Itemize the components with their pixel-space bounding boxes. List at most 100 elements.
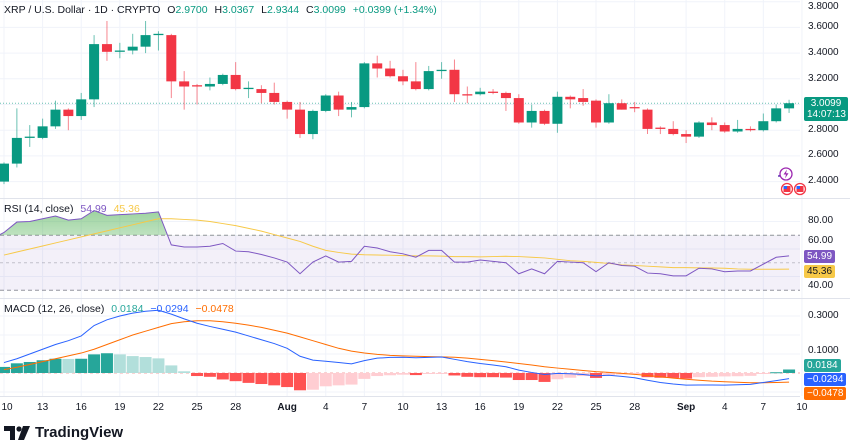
candle-body	[552, 96, 563, 124]
macd-line	[3, 309, 790, 386]
candle-body	[500, 92, 511, 99]
macd-tick: 0.1000	[808, 345, 839, 356]
rsi-ma-line	[3, 218, 790, 270]
candle	[565, 95, 576, 109]
candle	[681, 130, 692, 144]
candle	[629, 101, 640, 113]
macd-histogram-bar	[306, 373, 319, 390]
candle-body	[166, 35, 177, 82]
macd-histogram-bar	[62, 358, 75, 373]
candle	[295, 101, 306, 138]
macd-histogram-bar	[654, 373, 667, 378]
macd-signal-value: −0.0478	[195, 303, 234, 315]
macd-histogram-bar	[10, 363, 23, 373]
macd-histogram-bar	[422, 373, 435, 374]
candle-body	[153, 33, 164, 36]
tradingview-logo[interactable]: TradingView	[4, 424, 123, 441]
candle	[320, 94, 331, 113]
macd-histogram-bar	[165, 365, 178, 373]
candle-body	[320, 95, 331, 111]
macd-histogram-bar	[731, 373, 744, 377]
macd-histogram-bar	[551, 373, 564, 380]
macd-line-tag: −0.0294	[804, 373, 847, 386]
macd-histogram-bar	[564, 373, 577, 378]
macd-histogram-bar	[499, 373, 512, 378]
price-tick: 3.2000	[808, 73, 839, 84]
candle-body	[771, 108, 782, 122]
candle-body	[372, 63, 383, 69]
rsi-pane[interactable]	[0, 209, 800, 291]
date-tick: 10	[796, 402, 808, 413]
macd-histogram-bar	[692, 373, 705, 378]
date-tick: 7	[361, 402, 368, 413]
macd-histogram-bar	[525, 373, 538, 381]
candle-body	[346, 107, 357, 110]
macd-histogram-bar	[152, 358, 165, 373]
lightning-event-icon[interactable]	[778, 167, 793, 181]
candle-body	[397, 76, 408, 82]
candle-body	[192, 85, 203, 87]
date-tick: 25	[191, 402, 203, 413]
rsi-legend: RSI (14, close) 54.99 45.36	[4, 203, 144, 215]
candle	[282, 100, 293, 119]
candle-body	[758, 121, 769, 131]
candle	[192, 83, 203, 105]
candle-body	[410, 81, 421, 90]
candle-body	[385, 68, 396, 77]
candle	[719, 122, 730, 133]
macd-histogram-bar	[49, 358, 62, 373]
candle-body	[449, 69, 460, 95]
candle	[243, 81, 254, 99]
macd-histogram-bar	[602, 373, 615, 376]
price-pane[interactable]	[0, 20, 800, 185]
macd-histogram-bar	[281, 373, 294, 388]
candle-body	[719, 125, 730, 132]
candle-body	[50, 109, 61, 127]
macd-histogram-bar	[126, 356, 139, 373]
candle	[552, 91, 563, 133]
macd-pane[interactable]	[0, 309, 800, 391]
candle	[179, 71, 190, 110]
macd-histogram-bar	[178, 371, 191, 373]
candle	[410, 62, 421, 91]
symbol-title[interactable]: XRP / U.S. Dollar · 1D · CRYPTO	[4, 4, 161, 16]
candle	[307, 109, 318, 140]
candle	[475, 87, 486, 96]
brand-name: TradingView	[35, 424, 124, 441]
macd-label[interactable]: MACD (12, 26, close)	[4, 303, 105, 315]
candle	[500, 91, 511, 111]
date-tick: Aug	[277, 402, 297, 413]
us-flag-event-icon[interactable]	[793, 182, 807, 196]
macd-histogram-bar	[396, 373, 409, 375]
macd-histogram-bar	[203, 373, 216, 377]
candle	[513, 94, 524, 124]
candle-body	[307, 110, 318, 135]
candle	[758, 113, 769, 132]
pane-separators	[0, 198, 850, 397]
macd-histogram-bar	[229, 373, 242, 382]
date-tick: 28	[230, 402, 242, 413]
macd-histogram-bar	[100, 353, 113, 373]
candle-body	[37, 126, 48, 138]
us-flag-event-icon[interactable]	[780, 182, 794, 196]
rsi-ma-value-tag: 45.36	[804, 265, 836, 278]
candle	[526, 104, 537, 128]
candle	[771, 104, 782, 123]
date-tick: 19	[513, 402, 525, 413]
candle-body	[24, 136, 35, 138]
candle-body	[179, 81, 190, 87]
event-markers	[778, 167, 807, 196]
candle-body	[475, 91, 486, 95]
close-number: 3.0099	[313, 4, 346, 16]
candle	[655, 126, 666, 135]
candle-body	[359, 63, 370, 108]
macd-histogram-bar	[757, 373, 770, 374]
rsi-label[interactable]: RSI (14, close)	[4, 203, 74, 215]
close-label: C	[306, 4, 314, 16]
candle	[372, 55, 383, 78]
candle-body	[295, 109, 306, 135]
date-tick: 16	[474, 402, 486, 413]
candle-body	[732, 128, 743, 132]
candle-body	[11, 137, 22, 164]
